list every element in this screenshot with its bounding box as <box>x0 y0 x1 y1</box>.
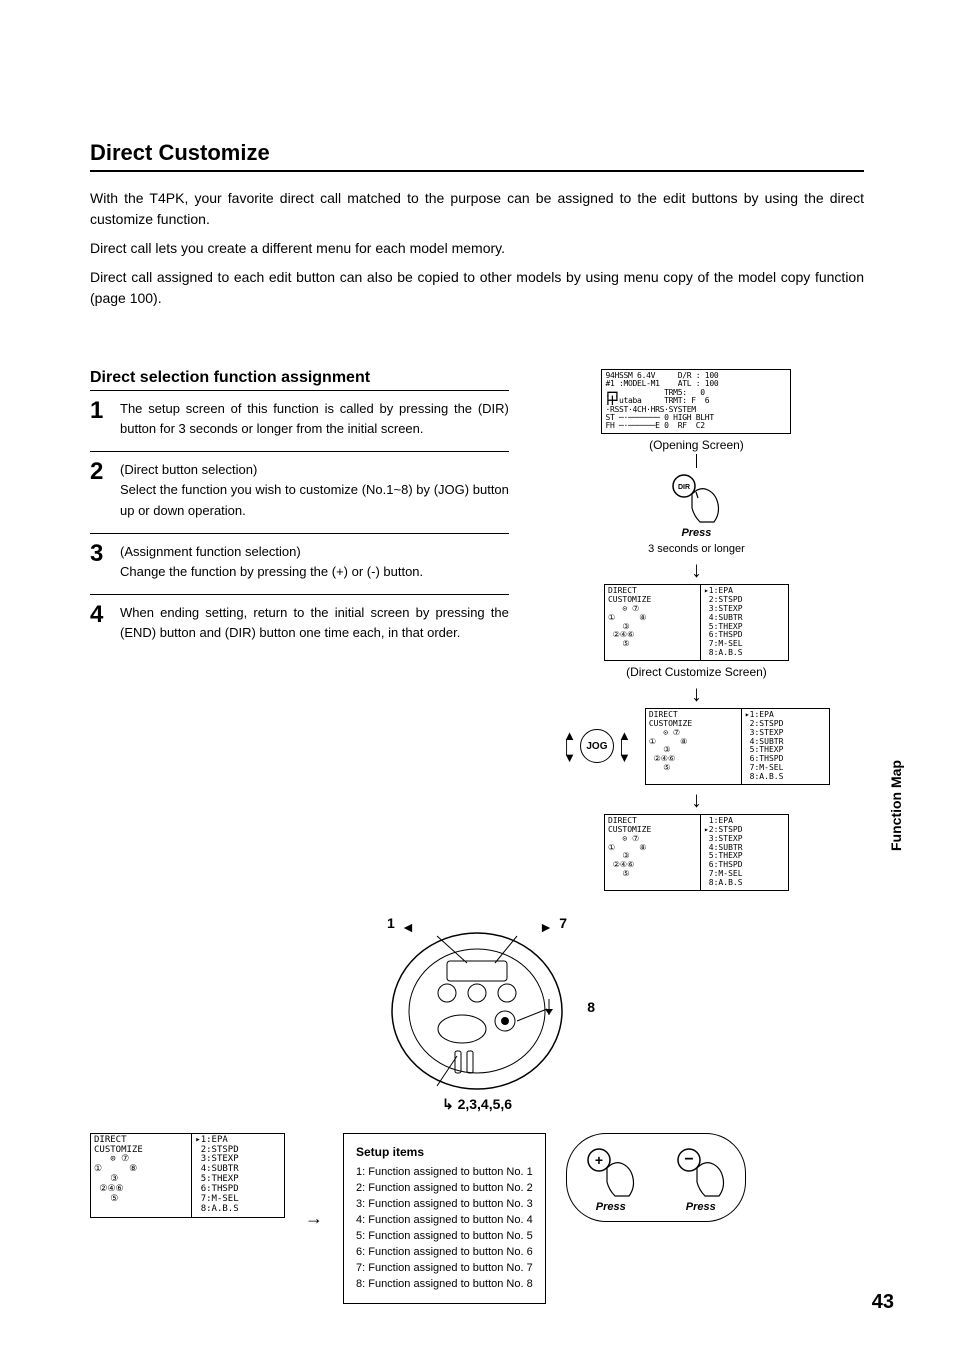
side-tab: Function Map <box>888 760 904 851</box>
direct-customize-lcd-bottom: DIRECT CUSTOMIZE ⊙ ⑦ ① ⑧ ③ ②④⑥ ⑤ ▸1:EPA … <box>90 1133 285 1218</box>
jog-row: ▲│▼ JOG ▲│▼ DIRECT CUSTOMIZE ⊙ ⑦ ① ⑧ ③ ②… <box>563 708 830 784</box>
dc-caption: (Direct Customize Screen) <box>626 665 767 679</box>
step-divider <box>90 533 509 534</box>
step-number-1: 1 <box>90 399 112 439</box>
intro-p3: Direct call assigned to each edit button… <box>90 267 864 309</box>
lcd-left: DIRECT CUSTOMIZE ⊙ ⑦ ① ⑧ ③ ②④⑥ ⑤ <box>605 585 701 659</box>
step-divider <box>90 594 509 595</box>
arrow-down-icon: ↓ <box>691 791 702 809</box>
press-label: Press <box>686 1201 716 1213</box>
section-subhead: Direct selection function assignment <box>90 369 509 391</box>
ctrl-label-7: 7 <box>559 915 567 931</box>
setup-item-7: 7: Function assigned to button No. 7 <box>356 1261 533 1277</box>
direct-customize-lcd-3: DIRECT CUSTOMIZE ⊙ ⑦ ① ⑧ ③ ②④⑥ ⑤ 1:EPA ▸… <box>604 814 789 890</box>
step-4-text: When ending setting, return to the initi… <box>120 603 509 643</box>
step-1: 1 The setup screen of this function is c… <box>90 399 509 439</box>
step-2: 2 (Direct button selection) Select the f… <box>90 460 509 520</box>
step-4: 4 When ending setting, return to the ini… <box>90 603 509 643</box>
step-1-text: The setup screen of this function is cal… <box>120 399 509 439</box>
jog-up-down-icon: ▲│▼ <box>618 730 631 763</box>
flow-line <box>696 454 697 468</box>
setup-item-8: 8: Function assigned to button No. 8 <box>356 1277 533 1293</box>
step-2-head: (Direct button selection) <box>120 462 257 477</box>
ctrl-label-8: 8 <box>587 999 595 1015</box>
arrow-down-icon: ↓ <box>691 561 702 579</box>
page-title: Direct Customize <box>90 140 864 172</box>
direct-customize-lcd-1: DIRECT CUSTOMIZE ⊙ ⑦ ① ⑧ ③ ②④⑥ ⑤ ▸1:EPA … <box>604 584 789 660</box>
step-number-4: 4 <box>90 603 112 643</box>
lcd-right: ▸1:EPA 2:STSPD 3:STEXP 4:SUBTR 5:THEXP 6… <box>192 1134 284 1217</box>
press-dir-icon: DIR Press <box>666 472 726 539</box>
lcd-left: DIRECT CUSTOMIZE ⊙ ⑦ ① ⑧ ③ ②④⑥ ⑤ <box>646 709 742 783</box>
setup-item-5: 5: Function assigned to button No. 5 <box>356 1229 533 1245</box>
lcd-left: DIRECT CUSTOMIZE ⊙ ⑦ ① ⑧ ③ ②④⑥ ⑤ <box>605 815 701 889</box>
setup-items-box: Setup items 1: Function assigned to butt… <box>343 1133 546 1304</box>
press-plus-minus-group: + Press − Press <box>566 1133 746 1222</box>
step-3-head: (Assignment function selection) <box>120 544 301 559</box>
svg-text:−: − <box>684 1151 693 1168</box>
ctrl-label-1: 1 <box>387 915 395 931</box>
arrow-down-icon: ↓ <box>691 685 702 703</box>
intro-p1: With the T4PK, your favorite direct call… <box>90 188 864 230</box>
jog-up-down-icon: ▲│▼ <box>563 730 576 763</box>
setup-title: Setup items <box>356 1144 533 1161</box>
press-label: Press <box>596 1201 626 1213</box>
direct-customize-lcd-2: DIRECT CUSTOMIZE ⊙ ⑦ ① ⑧ ③ ②④⑥ ⑤ ▸1:EPA … <box>645 708 830 784</box>
ctrl-label-23456: 2,3,4,5,6 <box>458 1096 513 1112</box>
lcd-right: ▸1:EPA 2:STSPD 3:STEXP 4:SUBTR 5:THEXP 6… <box>701 585 788 659</box>
dir-button-label: DIR <box>678 484 690 491</box>
lcd-right: 1:EPA ▸2:STSPD 3:STEXP 4:SUBTR 5:THEXP 6… <box>701 815 788 889</box>
intro-p2: Direct call lets you create a different … <box>90 238 864 259</box>
setup-item-1: 1: Function assigned to button No. 1 <box>356 1165 533 1181</box>
setup-item-2: 2: Function assigned to button No. 2 <box>356 1181 533 1197</box>
step-3-text: Change the function by pressing the (+) … <box>120 564 423 579</box>
step-number-3: 3 <box>90 542 112 582</box>
page-number: 43 <box>872 1291 894 1314</box>
intro-block: With the T4PK, your favorite direct call… <box>90 188 864 309</box>
press-label: Press <box>681 527 711 539</box>
setup-item-6: 6: Function assigned to button No. 6 <box>356 1245 533 1261</box>
svg-text:+: + <box>595 1152 603 1168</box>
step-3: 3 (Assignment function selection) Change… <box>90 542 509 582</box>
jog-button[interactable]: JOG <box>580 729 614 763</box>
step-divider <box>90 451 509 452</box>
step-number-2: 2 <box>90 460 112 520</box>
setup-item-3: 3: Function assigned to button No. 3 <box>356 1197 533 1213</box>
opening-screen-lcd: 94HSSM 6.4V D/R : 100 #1 :MODEL-M1 ATL :… <box>601 369 791 434</box>
setup-item-4: 4: Function assigned to button No. 4 <box>356 1213 533 1229</box>
step-2-text: Select the function you wish to customiz… <box>120 482 509 517</box>
separator-gap <box>90 339 864 353</box>
lcd-right: ▸1:EPA 2:STSPD 3:STEXP 4:SUBTR 5:THEXP 6… <box>742 709 829 783</box>
lcd-left: DIRECT CUSTOMIZE ⊙ ⑦ ① ⑧ ③ ②④⑥ ⑤ <box>91 1134 192 1217</box>
arrow-right-icon: → <box>305 1208 323 1229</box>
seconds-label: 3 seconds or longer <box>648 543 745 555</box>
controller-diagram: 1 ◄ 7 ► 8 ↳ 2,3,4,5,6 <box>367 921 587 1113</box>
opening-screen-caption: (Opening Screen) <box>649 438 744 452</box>
